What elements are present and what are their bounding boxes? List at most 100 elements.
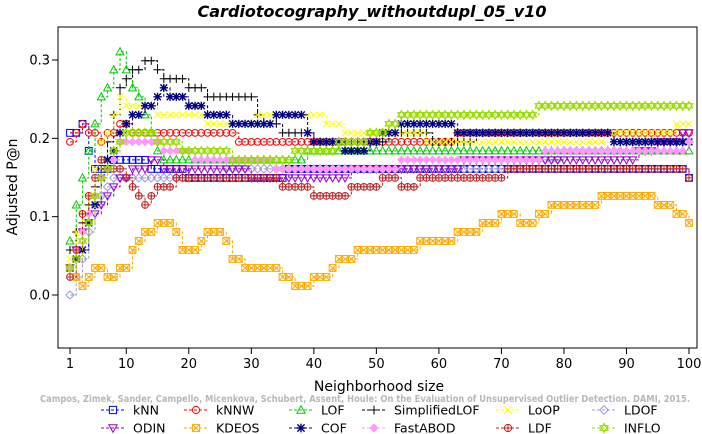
data-point bbox=[216, 228, 224, 236]
data-point bbox=[602, 156, 613, 165]
data-point bbox=[209, 128, 218, 137]
data-point bbox=[621, 100, 632, 112]
data-point bbox=[128, 137, 137, 147]
data-point bbox=[615, 156, 625, 165]
data-point bbox=[572, 128, 581, 137]
data-point bbox=[472, 228, 481, 236]
data-point bbox=[66, 273, 74, 281]
data-point bbox=[116, 264, 124, 272]
data-point bbox=[140, 165, 150, 175]
series-points bbox=[65, 100, 694, 274]
data-point bbox=[615, 146, 625, 156]
data-point bbox=[209, 145, 219, 157]
data-point bbox=[90, 200, 100, 209]
data-point bbox=[671, 100, 682, 112]
x-tick-label: 50 bbox=[368, 357, 385, 372]
data-point bbox=[641, 192, 650, 200]
data-point bbox=[635, 192, 643, 200]
data-point bbox=[421, 155, 431, 165]
data-point bbox=[197, 128, 206, 137]
data-point bbox=[372, 183, 381, 191]
data-point bbox=[553, 201, 562, 209]
data-point bbox=[552, 156, 563, 165]
data-point bbox=[515, 155, 525, 165]
legend-marker bbox=[503, 423, 513, 433]
data-point bbox=[197, 237, 206, 245]
data-point bbox=[434, 237, 443, 245]
data-point bbox=[265, 164, 275, 174]
data-point bbox=[146, 173, 157, 183]
data-point bbox=[296, 154, 307, 164]
data-point bbox=[334, 137, 343, 146]
data-point bbox=[152, 136, 163, 148]
data-point bbox=[390, 164, 400, 174]
data-point bbox=[653, 100, 663, 112]
data-point bbox=[121, 127, 131, 139]
data-point bbox=[372, 137, 381, 146]
data-point bbox=[678, 100, 688, 112]
data-point bbox=[102, 163, 113, 175]
data-point bbox=[159, 219, 168, 227]
data-point bbox=[560, 138, 568, 146]
data-point bbox=[466, 228, 475, 236]
data-point bbox=[284, 154, 294, 166]
legend-label: LoOP bbox=[528, 403, 560, 418]
legend-marker bbox=[108, 424, 118, 434]
data-point bbox=[491, 138, 499, 146]
data-point bbox=[228, 119, 237, 128]
data-point bbox=[309, 164, 319, 174]
data-point bbox=[190, 165, 200, 175]
data-point bbox=[441, 237, 450, 245]
data-point bbox=[597, 128, 606, 137]
y-tick-label: 0.3 bbox=[29, 54, 50, 69]
data-point bbox=[428, 237, 437, 245]
data-point bbox=[553, 138, 562, 146]
data-point bbox=[640, 100, 650, 112]
data-point bbox=[653, 146, 663, 156]
data-point bbox=[578, 201, 587, 209]
data-point bbox=[228, 255, 237, 263]
data-point bbox=[591, 138, 599, 146]
data-point bbox=[341, 192, 350, 200]
data-point bbox=[440, 165, 450, 175]
data-point bbox=[460, 228, 468, 236]
data-point bbox=[484, 109, 494, 121]
data-point bbox=[622, 192, 631, 200]
data-point bbox=[378, 164, 388, 174]
legend-label: SimplifiedLOF bbox=[394, 403, 480, 418]
data-point bbox=[359, 164, 369, 174]
data-point bbox=[584, 100, 594, 112]
data-point bbox=[159, 154, 169, 164]
data-point bbox=[116, 164, 124, 173]
data-point bbox=[515, 145, 525, 155]
data-point bbox=[678, 137, 687, 146]
data-point bbox=[584, 146, 594, 156]
data-point bbox=[577, 100, 588, 112]
data-point bbox=[65, 290, 75, 300]
data-point bbox=[485, 219, 493, 227]
data-point bbox=[402, 109, 413, 121]
data-point bbox=[78, 282, 87, 290]
data-point bbox=[427, 165, 438, 175]
data-point bbox=[341, 255, 350, 263]
data-point bbox=[422, 138, 431, 146]
data-point bbox=[396, 155, 406, 165]
data-point bbox=[496, 109, 507, 121]
data-point bbox=[346, 136, 357, 148]
data-point bbox=[540, 100, 550, 112]
data-point bbox=[453, 228, 462, 236]
data-point bbox=[453, 128, 462, 137]
y-axis: 0.0 0.1 0.2 0.3 bbox=[29, 54, 58, 304]
series-ldf bbox=[66, 155, 693, 281]
data-point bbox=[121, 64, 132, 74]
data-point bbox=[134, 127, 144, 139]
data-point bbox=[297, 137, 306, 146]
data-point bbox=[140, 127, 150, 139]
data-point bbox=[253, 119, 262, 128]
data-point bbox=[77, 172, 88, 182]
data-point bbox=[478, 219, 487, 227]
data-point bbox=[90, 118, 100, 128]
data-point bbox=[547, 128, 556, 137]
data-point bbox=[440, 109, 450, 121]
